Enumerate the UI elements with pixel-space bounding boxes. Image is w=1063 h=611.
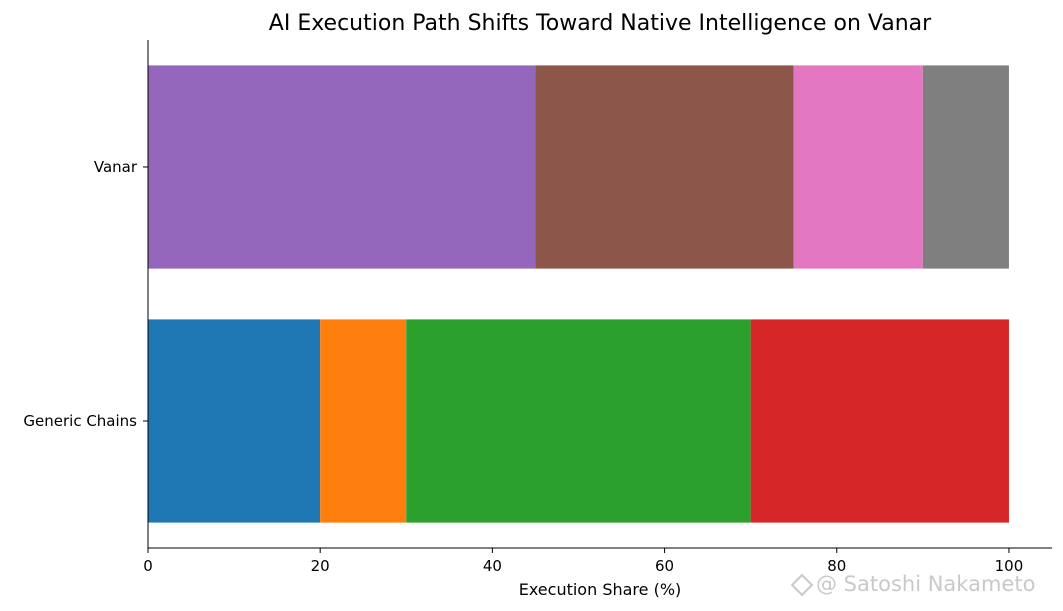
x-axis-label: Execution Share (%) bbox=[519, 580, 682, 599]
x-tick-label: 0 bbox=[143, 557, 153, 575]
x-tick-label: 40 bbox=[483, 557, 502, 575]
chart-title: AI Execution Path Shifts Toward Native I… bbox=[269, 11, 932, 36]
x-tick-label: 80 bbox=[827, 557, 846, 575]
bar-segment-vanar-7 bbox=[922, 65, 1009, 269]
bar-segment-generic-chains-1 bbox=[320, 319, 407, 523]
bar-segment-vanar-6 bbox=[793, 65, 923, 269]
bar-segment-generic-chains-3 bbox=[750, 319, 1009, 523]
x-tick-label: 100 bbox=[995, 557, 1024, 575]
bar-segment-generic-chains-2 bbox=[406, 319, 751, 523]
x-tick-label: 60 bbox=[655, 557, 674, 575]
watermark: @ Satoshi Nakameto bbox=[790, 572, 1035, 596]
x-tick-label: 20 bbox=[311, 557, 330, 575]
diamond-logo-icon bbox=[790, 573, 812, 595]
bars bbox=[148, 65, 1009, 523]
axes: Generic Chains Vanar 0 20 40 60 80 100 bbox=[23, 40, 1052, 575]
y-tick-label: Vanar bbox=[94, 158, 138, 176]
bar-segment-vanar-4 bbox=[148, 65, 536, 269]
watermark-text: @ Satoshi Nakameto bbox=[816, 572, 1036, 596]
y-tick-label: Generic Chains bbox=[23, 412, 137, 430]
bar-segment-generic-chains-0 bbox=[148, 319, 321, 523]
bar-segment-vanar-5 bbox=[535, 65, 794, 269]
